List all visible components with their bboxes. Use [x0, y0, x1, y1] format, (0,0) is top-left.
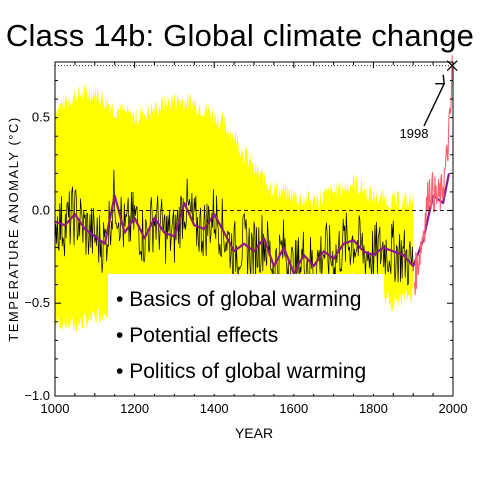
- x-axis-label: YEAR: [235, 425, 273, 441]
- annual-series-layer: [54, 169, 414, 303]
- x-tick-label: 1800: [359, 401, 388, 416]
- y-tick-label: −1.0: [24, 388, 50, 403]
- bullet-item: • Potential effects: [116, 324, 279, 347]
- x-tick-label: 1400: [200, 401, 229, 416]
- bullet-item: • Politics of global warming: [116, 360, 367, 383]
- bullet-text: Basics of global warming: [129, 288, 362, 311]
- y-axis-label: TEMPERATURE ANOMALY (°C): [6, 116, 21, 341]
- annotation-1998-label: 1998: [400, 126, 429, 141]
- bullet-text: Politics of global warming: [129, 360, 367, 383]
- axes-layer: 1000 1200 1400 1600 1800 2000 −1.0 −0.5 0.0 0.5 YE…: [6, 60, 468, 441]
- instrumental-series-layer: [413, 55, 453, 296]
- x-tick-label: 1000: [41, 401, 70, 416]
- annotation-arrow-shaft: [423, 83, 445, 127]
- peak-marker: [446, 60, 458, 72]
- bullet-text: Potential effects: [129, 324, 279, 347]
- annotation-arrow-head: [435, 74, 445, 85]
- x-tick-label: 1600: [279, 401, 308, 416]
- slide-title: Class 14b: Global climate change: [5, 18, 475, 53]
- annual-series-line: [54, 169, 414, 303]
- y-tick-label: 0.5: [32, 110, 50, 125]
- y-tick-label: −0.5: [24, 295, 50, 310]
- smoothed-series-layer: [54, 173, 451, 275]
- uncertainty-band-layer: [55, 83, 414, 333]
- y-tick-label: 0.0: [32, 202, 50, 217]
- uncertainty-band: [55, 83, 414, 333]
- x-tick-label: 2000: [439, 401, 468, 416]
- x-tick-label: 1200: [120, 401, 149, 416]
- bullet-item: • Basics of global warming: [116, 288, 362, 311]
- bullet-list: • Basics of global warming • Potential e…: [108, 274, 384, 394]
- smoothed-series-line: [54, 173, 451, 275]
- instrumental-series-line: [413, 55, 453, 296]
